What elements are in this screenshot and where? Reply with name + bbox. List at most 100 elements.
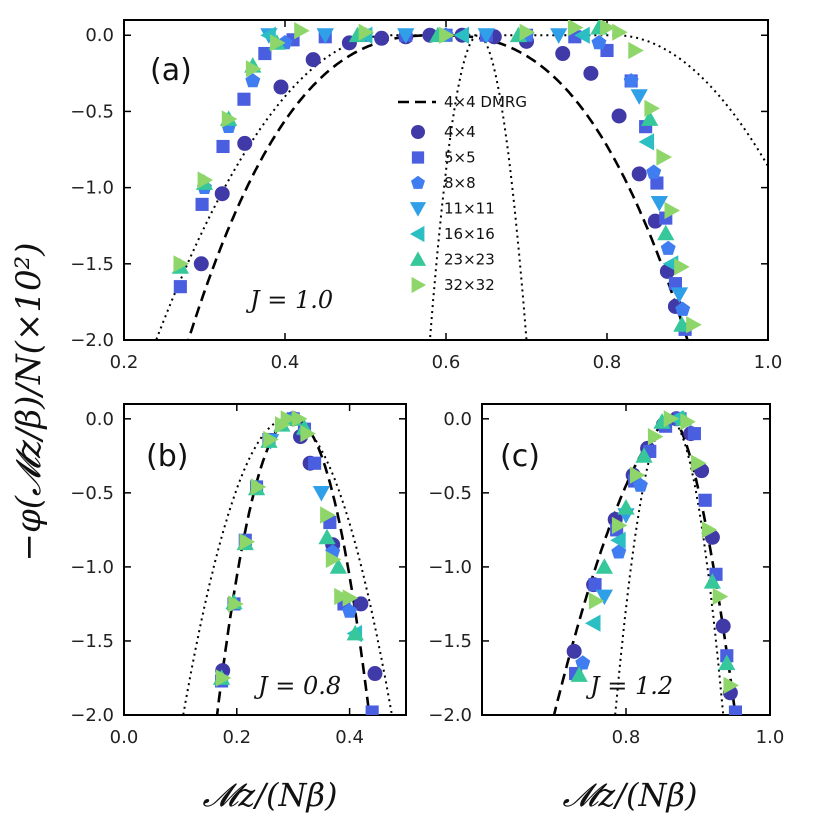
data-point — [342, 603, 358, 618]
data-point — [663, 410, 680, 428]
series-8x8 — [575, 477, 648, 670]
data-point — [712, 587, 729, 606]
legend: 4×4 DMRG 4×4 5×5 8×8 11×11 16×16 23×23 32×32 — [398, 93, 527, 294]
panel-b: 0.0 0.2 0.4 0.0 −0.5 −1.0 −1.5 −2.0 (b) J = 0.8 — [70, 403, 407, 748]
series-11x11 — [260, 28, 689, 303]
data-point — [650, 176, 664, 190]
data-point — [555, 46, 571, 62]
data-point — [263, 430, 279, 449]
data-point — [193, 256, 209, 272]
data-point — [439, 26, 455, 44]
data-point — [611, 544, 627, 559]
series-32x32 — [173, 20, 702, 334]
plot-area — [155, 20, 768, 340]
data-point — [588, 592, 605, 610]
data-point — [374, 30, 390, 46]
data-point — [173, 255, 189, 273]
data-point — [588, 578, 602, 592]
data-point — [623, 73, 639, 88]
legend-label: 23×23 — [444, 251, 495, 269]
y-tick-label: 0.0 — [85, 409, 114, 430]
data-point — [664, 201, 680, 220]
x-tick-label: 1.0 — [756, 727, 785, 748]
legend-marker — [409, 202, 427, 217]
data-point — [318, 528, 336, 545]
data-point — [329, 558, 347, 574]
data-point — [600, 20, 616, 37]
series-32x32 — [215, 410, 359, 687]
x-axis-title-c: 𝓜z/(Nβ) — [563, 776, 698, 814]
data-point — [647, 213, 663, 229]
data-point — [674, 258, 690, 276]
data-point — [646, 164, 662, 179]
data-point — [197, 171, 214, 189]
data-point — [214, 186, 230, 202]
legend-label: 4×4 — [444, 123, 476, 141]
legend-label: 16×16 — [444, 225, 495, 243]
y-tick-label: −1.0 — [428, 557, 472, 578]
data-point — [630, 89, 648, 105]
data-point — [305, 52, 321, 68]
data-point — [325, 550, 342, 569]
data-point — [566, 643, 582, 659]
legend-label: 8×8 — [444, 174, 476, 192]
x-tick-label: 0.6 — [432, 352, 461, 373]
y-axis-title: −φ(𝓜z/β)/N(×10²) — [9, 242, 49, 561]
data-point — [367, 666, 383, 682]
data-point — [660, 240, 676, 255]
data-point — [641, 110, 659, 126]
data-point — [611, 516, 628, 535]
data-point — [687, 427, 701, 441]
data-point — [635, 447, 653, 463]
data-point — [312, 486, 330, 502]
data-point — [237, 92, 251, 106]
data-point — [656, 148, 672, 166]
legend-marker — [411, 125, 425, 139]
data-point — [650, 196, 668, 212]
panel-label: (b) — [146, 439, 188, 474]
data-point — [294, 22, 310, 40]
data-point — [173, 280, 187, 294]
data-point — [673, 316, 691, 332]
data-point — [595, 589, 613, 606]
data-point — [346, 624, 364, 641]
y-tick-label: −2.0 — [70, 705, 114, 726]
data-point — [670, 287, 689, 303]
data-point — [595, 558, 613, 574]
data-point — [617, 499, 635, 515]
data-point — [228, 595, 244, 613]
legend-dmrg-label: 4×4 DMRG — [444, 93, 527, 111]
x-tick-label: 0.8 — [593, 352, 622, 373]
panel-label: (a) — [150, 53, 192, 88]
data-point — [320, 506, 336, 524]
y-tick-label: −2.0 — [70, 330, 114, 351]
data-point — [477, 28, 495, 44]
data-point — [250, 478, 267, 496]
data-point — [583, 65, 599, 81]
data-point — [591, 35, 607, 50]
legend-marker — [409, 251, 427, 266]
panel-a: 0.2 0.4 0.6 0.8 1.0 0.0 −0.5 −1.0 −1.5 −2.0 (a) J =… — [70, 19, 782, 373]
data-point — [680, 413, 696, 431]
data-point — [728, 705, 743, 715]
data-point — [300, 425, 316, 443]
data-point — [612, 23, 628, 41]
data-point — [334, 587, 350, 606]
data-point — [574, 26, 590, 44]
data-point — [632, 477, 648, 492]
data-point — [258, 46, 272, 61]
panel-label: (c) — [500, 439, 540, 474]
y-tick-label: −1.0 — [70, 557, 114, 578]
data-point — [245, 73, 261, 88]
data-point — [358, 23, 375, 41]
data-point — [631, 166, 647, 182]
x-tick-label: 0.0 — [110, 727, 139, 748]
data-point — [585, 614, 601, 632]
data-point — [215, 669, 232, 687]
legend-label: 32×32 — [444, 276, 495, 294]
dmrg-dashed-curve — [215, 417, 371, 715]
theory-dotted-curve — [182, 417, 393, 715]
legend-label: 11×11 — [444, 200, 495, 218]
data-point — [701, 521, 718, 539]
plot-frame — [123, 403, 407, 716]
